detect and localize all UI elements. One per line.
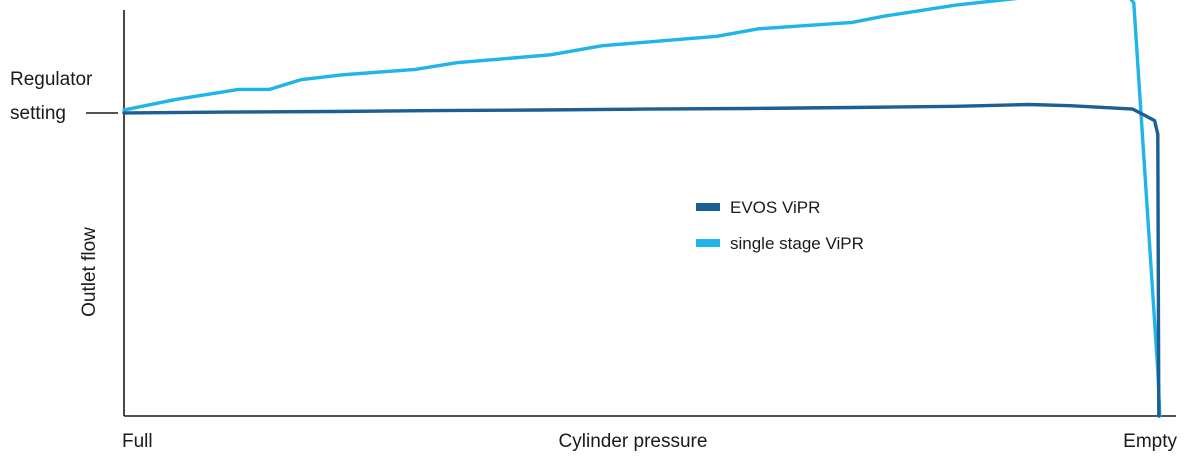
legend: EVOS ViPR single stage ViPR — [696, 198, 864, 253]
y-axis-label: Outlet flow — [79, 227, 100, 317]
series-line-single-stage-vipr — [122, 0, 1162, 418]
x-tick-label-empty: Empty — [1123, 431, 1177, 452]
x-tick-label-full: Full — [122, 431, 153, 452]
regulator-setting-label-line2: setting — [10, 103, 66, 124]
legend-swatch-single-stage-vipr — [696, 239, 720, 247]
legend-swatch-evos-vipr — [696, 203, 720, 211]
x-axis-label: Cylinder pressure — [559, 431, 708, 452]
regulator-setting-label-line1: Regulator — [10, 69, 93, 90]
legend-label-single-stage-vipr: single stage ViPR — [730, 234, 864, 253]
series-line-evos-vipr — [122, 102, 1161, 418]
legend-label-evos-vipr: EVOS ViPR — [730, 198, 820, 217]
